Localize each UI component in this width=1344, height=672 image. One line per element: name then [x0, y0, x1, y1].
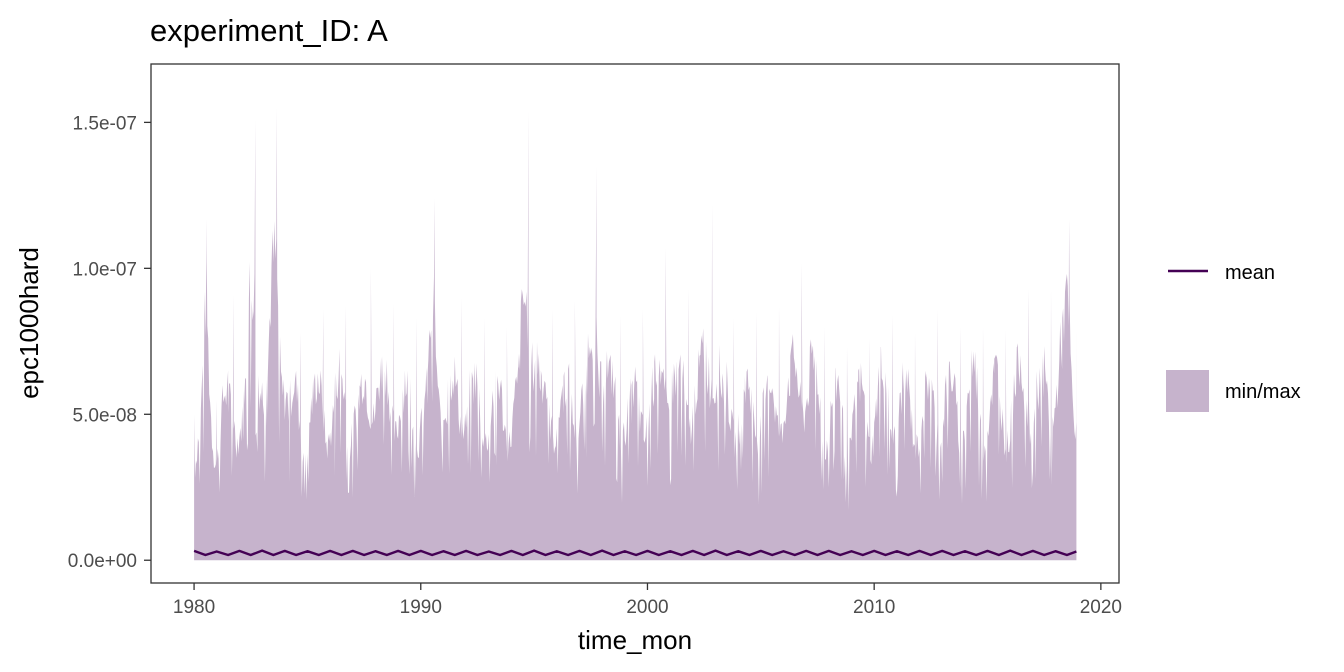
legend-label-mean: mean	[1225, 262, 1275, 284]
y-axis-title: epc1000hard	[14, 247, 44, 399]
chart-title: experiment_ID: A	[150, 13, 388, 48]
legend-key-min-max	[1166, 370, 1209, 412]
y-tick-label: 1.5e-07	[73, 113, 137, 134]
y-tick-label: 0.0e+00	[68, 551, 137, 572]
plot-area	[193, 107, 1077, 561]
y-axis: 0.0e+00 5.0e-08 1.0e-07 1.5e-07	[68, 113, 151, 572]
x-axis-title: time_mon	[578, 625, 692, 655]
x-tick-label: 2010	[853, 597, 895, 618]
plot-border	[150, 63, 1120, 584]
x-axis: 1980 1990 2000 2010 2020	[173, 583, 1122, 618]
y-tick-label: 1.0e-07	[73, 259, 137, 280]
legend: mean min/max	[1166, 262, 1301, 412]
series-mean-line	[193, 549, 1077, 557]
x-tick-label: 2000	[626, 597, 668, 618]
y-tick-label: 5.0e-08	[73, 405, 137, 426]
legend-label-min-max: min/max	[1225, 381, 1301, 403]
series-min-max-ribbon	[194, 107, 1077, 561]
x-tick-label: 1990	[400, 597, 442, 618]
x-tick-label: 1980	[173, 597, 215, 618]
x-tick-label: 2020	[1080, 597, 1122, 618]
